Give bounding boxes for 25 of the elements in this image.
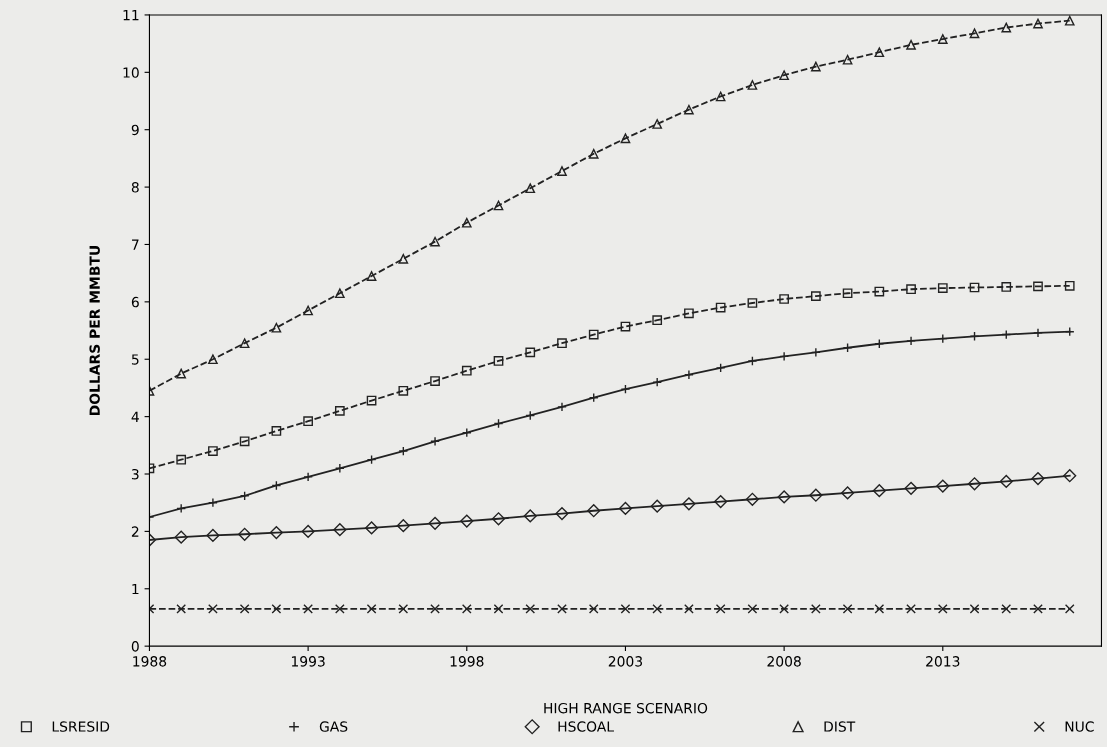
x-tick-label: 2003 — [608, 656, 643, 667]
x-axis-title: HIGH RANGE SCENARIO — [544, 702, 708, 714]
y-tick-label: 7 — [132, 239, 139, 250]
y-tick-label: 0 — [131, 641, 139, 652]
y-tick-label: 11 — [123, 10, 139, 21]
y-tick-label: 2 — [131, 526, 139, 537]
x-tick-label: 1988 — [133, 656, 167, 667]
x-tick-label: 1993 — [291, 656, 325, 667]
y-tick-label: 1 — [132, 583, 139, 595]
x-tick-label: 2013 — [926, 656, 960, 667]
legend-label: HSCOAL — [558, 721, 614, 732]
y-tick-label: 8 — [131, 182, 139, 193]
y-axis-title: DOLLARS PER MMBTU — [89, 246, 100, 416]
legend-label: NUC — [1065, 721, 1094, 732]
x-tick-label: 2008 — [767, 656, 801, 667]
legend-label: DIST — [824, 721, 856, 732]
y-tick-label: 10 — [123, 67, 139, 78]
y-tick-label: 3 — [131, 468, 139, 480]
y-tick-label: 6 — [131, 296, 139, 308]
y-tick-label: 9 — [131, 124, 139, 136]
y-tick-label: 5 — [131, 354, 139, 365]
x-tick-label: 1998 — [450, 656, 484, 667]
legend-label: GAS — [319, 721, 348, 732]
y-tick-label: 4 — [131, 411, 139, 422]
legend-label: LSRESID — [52, 721, 110, 732]
